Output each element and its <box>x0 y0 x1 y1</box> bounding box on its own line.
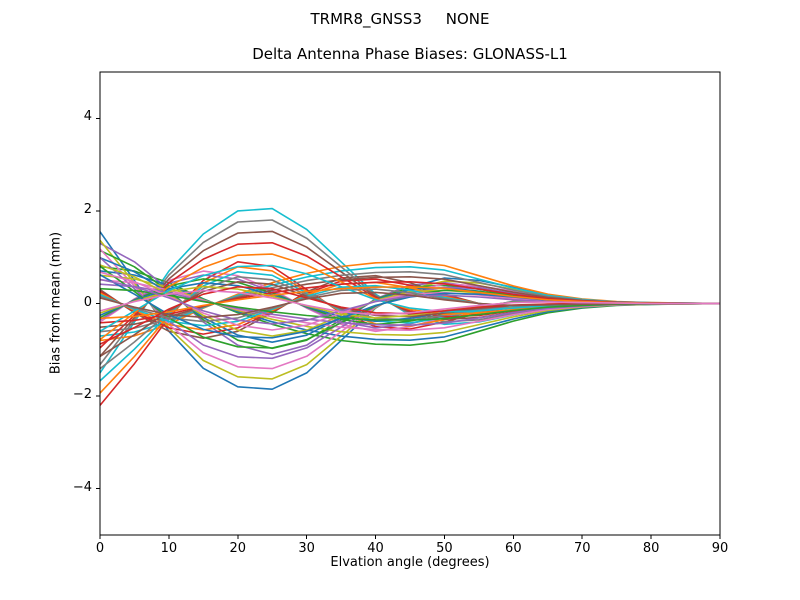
x-tick-label: 30 <box>298 541 315 556</box>
x-tick-label: 70 <box>573 541 591 556</box>
x-tick-label: 50 <box>436 541 453 556</box>
y-tick-label: 4 <box>83 109 92 125</box>
y-tick-label: 0 <box>83 294 92 310</box>
x-axis-label: Elvation angle (degrees) <box>330 555 490 570</box>
y-tick-label: −2 <box>72 387 92 403</box>
figure-title: TRMR8_GNSS3 NONE <box>310 10 490 28</box>
x-tick-label: 40 <box>367 541 384 556</box>
tick-marks <box>96 117 721 539</box>
x-tick-label: 20 <box>229 541 247 556</box>
series-line <box>100 289 720 316</box>
series-lines <box>100 207 720 406</box>
x-tick-label: 80 <box>642 541 660 556</box>
axes-title: Delta Antenna Phase Biases: GLONASS-L1 <box>252 45 568 63</box>
x-tick-label: 60 <box>505 541 522 556</box>
series-line <box>100 265 720 347</box>
y-tick-label: −4 <box>72 479 92 495</box>
y-tick-label: 2 <box>83 201 92 217</box>
x-tick-label: 90 <box>711 541 729 556</box>
x-tick-label: 0 <box>95 541 105 556</box>
x-tick-label: 10 <box>160 541 178 556</box>
